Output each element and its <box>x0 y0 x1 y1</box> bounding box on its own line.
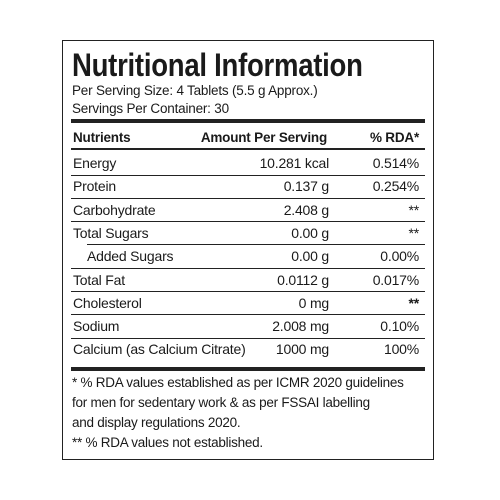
cell: 0.0112 g <box>277 271 329 288</box>
divider <box>71 148 425 150</box>
cell: 100% <box>383 341 419 358</box>
divider <box>71 367 425 371</box>
cell: Total Fat <box>73 271 125 288</box>
cell: ** <box>408 201 420 218</box>
table-row: Total Sugars 0.00 g ** <box>71 222 425 245</box>
row-divider <box>71 197 425 199</box>
cell: 0.254% <box>372 178 419 195</box>
table-row: Calcium (as Calcium Citrate) 1000 mg 100% <box>71 338 425 361</box>
table-row: Carbohydrate 2.408 g ** <box>71 199 425 222</box>
row-divider <box>71 221 425 223</box>
cell: 10.281 kcal <box>259 155 330 171</box>
nutrition-panel: Nutritional Information Per Serving Size… <box>62 40 434 460</box>
cell: 0.10% <box>380 318 419 335</box>
cell: 1000 mg <box>275 341 329 358</box>
table-row: Added Sugars 0.00 g 0.00% <box>71 245 425 268</box>
cell: 0.00 g <box>291 224 329 241</box>
cell: ** <box>408 224 420 241</box>
cell: Total Sugars <box>73 224 149 241</box>
row-divider <box>71 314 425 316</box>
row-divider <box>71 337 425 339</box>
table-row: Energy 10.281 kcal 0.514% <box>71 152 425 175</box>
footnote: * % RDA values established as per ICMR 2… <box>72 375 404 390</box>
row-divider <box>87 244 425 246</box>
table-row: Protein 0.137 g 0.254% <box>71 175 425 198</box>
table-row: Total Fat 0.0112 g 0.017% <box>71 269 425 292</box>
cell: Energy <box>73 155 117 171</box>
cell: Calcium (as Calcium Citrate) <box>73 341 246 358</box>
cell: 0.514% <box>372 155 419 171</box>
cell: 0.00 g <box>291 248 329 265</box>
cell: 0.00% <box>380 248 419 265</box>
cell: Cholesterol <box>73 294 142 311</box>
row-divider <box>71 291 425 292</box>
cell: 2.008 mg <box>272 318 329 335</box>
servings-per-container: Servings Per Container: 30 <box>72 101 229 116</box>
cell: Protein <box>73 178 116 195</box>
cell: 0.017% <box>372 271 419 288</box>
divider <box>71 119 425 123</box>
title: Nutritional Information <box>72 47 363 83</box>
column-header: Nutrients <box>73 130 131 145</box>
serving-size: Per Serving Size: 4 Tablets (5.5 g Appro… <box>72 83 318 98</box>
cell: Carbohydrate <box>73 201 156 218</box>
table-header: Nutrients Amount Per Serving % RDA* <box>71 127 425 150</box>
cell: 2.408 g <box>283 201 330 218</box>
table-row: Sodium 2.008 mg 0.10% <box>71 315 425 338</box>
row-divider <box>71 174 425 176</box>
footnote: for men for sedentary work & as per FSSA… <box>72 395 370 410</box>
column-header: Amount Per Serving <box>200 130 327 145</box>
cell: Added Sugars <box>87 248 174 265</box>
table-row: Cholesterol 0 mg ** <box>71 292 425 315</box>
footnote: and display regulations 2020. <box>72 415 241 430</box>
column-header: % RDA* <box>369 130 419 145</box>
cell: 0.137 g <box>283 178 330 195</box>
footnote: ** % RDA values not established. <box>72 435 263 450</box>
cell: 0 mg <box>298 294 330 311</box>
cell: ** <box>408 294 420 311</box>
row-divider <box>71 267 425 269</box>
cell: Sodium <box>73 318 120 335</box>
